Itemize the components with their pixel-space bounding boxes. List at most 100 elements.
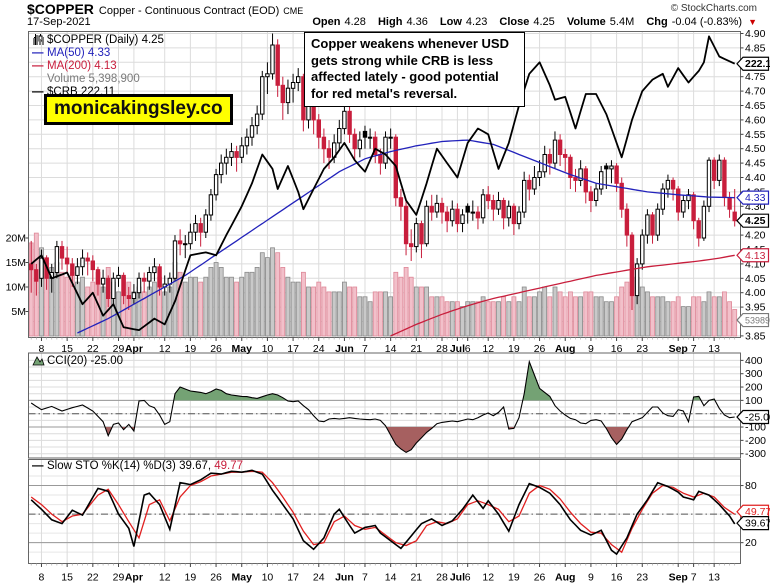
svg-text:19: 19 (185, 343, 197, 355)
svg-text:12: 12 (159, 343, 171, 355)
sto-line-icon: — (32, 460, 44, 472)
volume-label: Volume (566, 16, 606, 28)
svg-text:28: 28 (436, 343, 448, 355)
svg-text:24: 24 (313, 572, 325, 584)
svg-text:222.11: 222.11 (745, 58, 770, 70)
svg-text:4.75: 4.75 (745, 71, 766, 83)
sto-k-line (30, 469, 736, 556)
low-value: 4.23 (465, 16, 488, 28)
svg-text:6: 6 (465, 343, 471, 355)
svg-text:23: 23 (636, 343, 648, 355)
svg-text:26: 26 (534, 572, 546, 584)
svg-text:4.55: 4.55 (745, 129, 766, 141)
svg-text:3.95: 3.95 (745, 302, 766, 314)
symbol-description: Copper - Continuous Contract (EOD) (98, 5, 280, 17)
svg-text:4.90: 4.90 (745, 28, 766, 40)
change-down-arrow-icon[interactable]: ▼ (748, 17, 757, 27)
svg-text:19: 19 (508, 343, 520, 355)
svg-text:16: 16 (611, 572, 623, 584)
svg-text:20M: 20M (6, 233, 26, 245)
svg-text:10: 10 (262, 343, 274, 355)
cci-overbought-fill (522, 361, 552, 401)
sto-k-value: 39.67, (179, 460, 212, 472)
svg-text:4.85: 4.85 (745, 42, 766, 54)
svg-text:Jul: Jul (450, 572, 465, 584)
cci-overbought-fill (173, 387, 287, 401)
svg-text:29: 29 (113, 572, 125, 584)
chart-header: $COPPER Copper - Continuous Contract (EOD… (27, 1, 767, 17)
svg-text:17: 17 (287, 572, 299, 584)
svg-text:9: 9 (588, 343, 594, 355)
svg-text:24: 24 (313, 343, 325, 355)
crb-line (30, 35, 736, 331)
cci-legend-text[interactable]: CCI(20) -25.00 (47, 355, 124, 367)
svg-text:26: 26 (534, 343, 546, 355)
svg-text:4.13: 4.13 (745, 250, 766, 262)
svg-text:4.05: 4.05 (745, 273, 766, 285)
cci-line (30, 359, 735, 454)
svg-text:23: 23 (636, 572, 648, 584)
svg-text:20: 20 (745, 537, 757, 549)
high-label: High (377, 16, 403, 28)
svg-text:16: 16 (611, 343, 623, 355)
svg-text:10M: 10M (6, 282, 26, 294)
volume-value: 5.4M (609, 16, 635, 28)
svg-text:39.67: 39.67 (745, 518, 770, 530)
axis-value-tags: 222.11 4.33 4.25 4.13 5398900 -25.00 49.7739.6… (736, 56, 770, 531)
svg-text:-300: -300 (745, 448, 766, 460)
svg-text:19: 19 (185, 572, 197, 584)
svg-text:13: 13 (708, 572, 720, 584)
panel-borders (28, 31, 741, 564)
svg-text:Jun: Jun (335, 572, 354, 584)
sto-legend-prefix[interactable]: Slow STO %K(14) %D(3) (47, 460, 180, 472)
svg-text:7: 7 (691, 572, 697, 584)
legend-price[interactable]: $COPPER (Daily) 4.25 (47, 34, 164, 46)
legend-volume[interactable]: Volume 5,398,900 (47, 73, 140, 85)
svg-text:15: 15 (61, 343, 73, 355)
svg-text:3.85: 3.85 (745, 330, 766, 342)
cci-legend: CCI(20) -25.00 (32, 355, 123, 367)
svg-text:Jul: Jul (450, 343, 465, 355)
open-value: 4.28 (344, 16, 366, 28)
main-chart-legend: $COPPER (Daily) 4.25 — MA(50) 4.33 — MA(… (32, 34, 164, 99)
svg-text:21: 21 (410, 572, 422, 584)
svg-text:10: 10 (262, 572, 274, 584)
legend-ma50[interactable]: MA(50) 4.33 (47, 47, 111, 59)
open-label: Open (312, 16, 341, 28)
svg-text:6: 6 (465, 572, 471, 584)
svg-text:7: 7 (362, 343, 368, 355)
svg-text:4.00: 4.00 (745, 287, 766, 299)
svg-text:12: 12 (482, 343, 494, 355)
legend-ma200[interactable]: MA(200) 4.13 (47, 60, 117, 72)
svg-text:5398900: 5398900 (745, 316, 770, 326)
svg-text:8: 8 (39, 572, 45, 584)
svg-text:4.40: 4.40 (745, 172, 766, 184)
svg-text:9: 9 (588, 572, 594, 584)
svg-text:14: 14 (385, 572, 397, 584)
svg-text:4.70: 4.70 (745, 86, 766, 98)
svg-text:49.77: 49.77 (745, 506, 770, 518)
sto-legend: — Slow STO %K(14) %D(3) 39.67, 49.77 (32, 460, 243, 472)
cci-panel (30, 359, 735, 454)
svg-text:22: 22 (87, 572, 99, 584)
close-value: 4.25 (533, 16, 555, 28)
svg-text:200: 200 (745, 382, 763, 394)
svg-text:4.45: 4.45 (745, 158, 766, 170)
svg-text:Sep: Sep (669, 343, 688, 355)
svg-text:17: 17 (287, 343, 299, 355)
chg-label: Chg (646, 16, 668, 28)
svg-text:4.60: 4.60 (745, 114, 766, 126)
svg-text:5M: 5M (11, 306, 26, 318)
svg-text:8: 8 (39, 343, 45, 355)
svg-text:80: 80 (745, 480, 757, 492)
sto-d-line (30, 470, 736, 554)
svg-text:26: 26 (210, 572, 222, 584)
svg-text:12: 12 (482, 572, 494, 584)
svg-text:26: 26 (210, 343, 222, 355)
svg-text:7: 7 (362, 572, 368, 584)
close-label: Close (499, 16, 530, 28)
svg-text:19: 19 (508, 572, 520, 584)
svg-text:13: 13 (708, 343, 720, 355)
svg-text:-200: -200 (745, 435, 766, 447)
